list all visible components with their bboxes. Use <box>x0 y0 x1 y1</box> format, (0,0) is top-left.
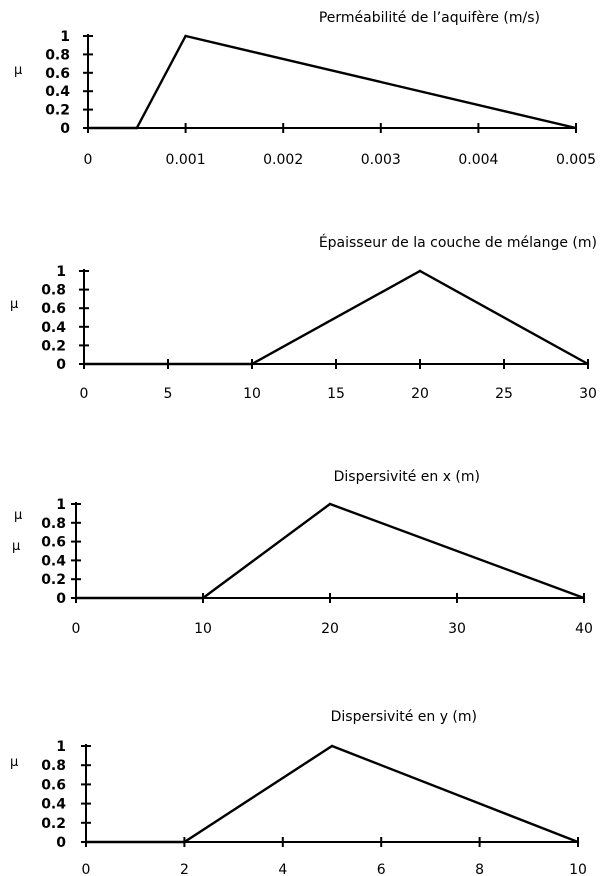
y-tick-label: 0.2 <box>41 338 66 354</box>
y-tick-label: 0.8 <box>41 758 66 774</box>
y-tick-label: 0.6 <box>45 66 70 82</box>
x-tick-label: 0.004 <box>458 152 498 168</box>
x-tick-label: 0.002 <box>263 152 303 168</box>
y-tick-label: 0.4 <box>45 84 70 100</box>
series-line <box>88 34 577 130</box>
chart-title: Épaisseur de la couche de mélange (m) <box>319 234 597 251</box>
data-point <box>330 744 334 748</box>
data-point <box>574 126 578 130</box>
y-tick-label: 0.2 <box>41 572 66 588</box>
x-tick-label: 0 <box>80 386 89 402</box>
data-point <box>86 126 90 130</box>
y-axis-label: μ <box>14 63 22 78</box>
y-axis-label: μ <box>10 297 18 312</box>
chart-3: Dispersivité en x (m) 0 10 20 30 40 0 0.2 0.4 0.6… <box>12 469 593 637</box>
y-tick-label: 1 <box>56 739 66 755</box>
series-line <box>86 744 579 844</box>
x-tick-label: 0.001 <box>166 152 206 168</box>
y-tick-label: 1 <box>60 29 70 45</box>
y-axis-label: μ <box>10 755 18 770</box>
x-tick-label: 5 <box>164 386 173 402</box>
y-tick-label: 0 <box>56 591 66 607</box>
y-tick-label: 0.2 <box>41 816 66 832</box>
x-tick-label: 20 <box>321 621 339 637</box>
x-tick-label: 0 <box>84 152 93 168</box>
chart-1: Perméabilité de l’aquifère (m/s) 0 0.001 0.… <box>14 10 596 168</box>
y-tick-label: 1 <box>56 264 66 280</box>
y-tick-label: 0.6 <box>41 777 66 793</box>
x-tick-label: 8 <box>475 862 484 876</box>
y-axis-label: μ <box>14 508 22 523</box>
data-point <box>82 362 86 366</box>
y-axis-label-extra: μ <box>12 539 20 554</box>
y-tick-label: 0.8 <box>41 283 66 299</box>
data-point <box>74 596 78 600</box>
series-line <box>84 269 589 366</box>
data-point <box>184 34 187 38</box>
data-point <box>84 840 88 844</box>
y-tick-label: 0.8 <box>41 516 66 532</box>
y-tick-label: 0 <box>56 357 66 373</box>
data-point <box>201 596 205 600</box>
data-point <box>418 269 422 273</box>
x-tick-label: 25 <box>495 386 513 402</box>
chart-title: Dispersivité en y (m) <box>331 709 477 725</box>
x-tick-label: 0.003 <box>361 152 401 168</box>
x-tick-label: 40 <box>575 621 593 637</box>
x-tick-label: 10 <box>569 862 587 876</box>
x-tick-label: 30 <box>579 386 597 402</box>
y-tick-label: 0.8 <box>45 47 70 63</box>
x-tick-label: 30 <box>448 621 466 637</box>
x-tick-label: 10 <box>194 621 212 637</box>
x-tick-label: 4 <box>278 862 287 876</box>
y-tick-label: 0.6 <box>41 535 66 551</box>
x-tick-label: 6 <box>377 862 386 876</box>
data-point <box>576 840 580 844</box>
data-point <box>250 362 254 366</box>
chart-title: Dispersivité en x (m) <box>334 469 480 485</box>
y-tick-label: 0 <box>60 121 70 137</box>
y-tick-label: 0.4 <box>41 797 66 813</box>
x-tick-label: 0.005 <box>556 152 596 168</box>
series-line <box>76 502 585 600</box>
y-tick-label: 0.4 <box>41 553 66 569</box>
data-point <box>183 840 186 844</box>
data-point <box>135 126 138 130</box>
y-tick-label: 0 <box>56 835 66 851</box>
y-tick-label: 1 <box>56 497 66 513</box>
x-tick-label: 2 <box>180 862 189 876</box>
chart-title: Perméabilité de l’aquifère (m/s) <box>319 10 540 26</box>
x-tick-label: 0 <box>82 862 91 876</box>
x-tick-label: 20 <box>411 386 429 402</box>
data-point <box>328 502 332 506</box>
data-point <box>582 596 586 600</box>
x-tick-label: 15 <box>327 386 345 402</box>
x-tick-label: 0 <box>72 621 81 637</box>
y-tick-label: 0.6 <box>41 301 66 317</box>
y-tick-label: 0.2 <box>45 103 70 119</box>
y-tick-label: 0.4 <box>41 320 66 336</box>
x-tick-label: 10 <box>243 386 261 402</box>
chart-4: Dispersivité en y (m) 0 2 4 6 8 10 0 0.2 0.4 0.6 0.… <box>10 709 587 876</box>
chart-2: Épaisseur de la couche de mélange (m) 0 5 1… <box>10 234 597 402</box>
data-point <box>586 362 590 366</box>
